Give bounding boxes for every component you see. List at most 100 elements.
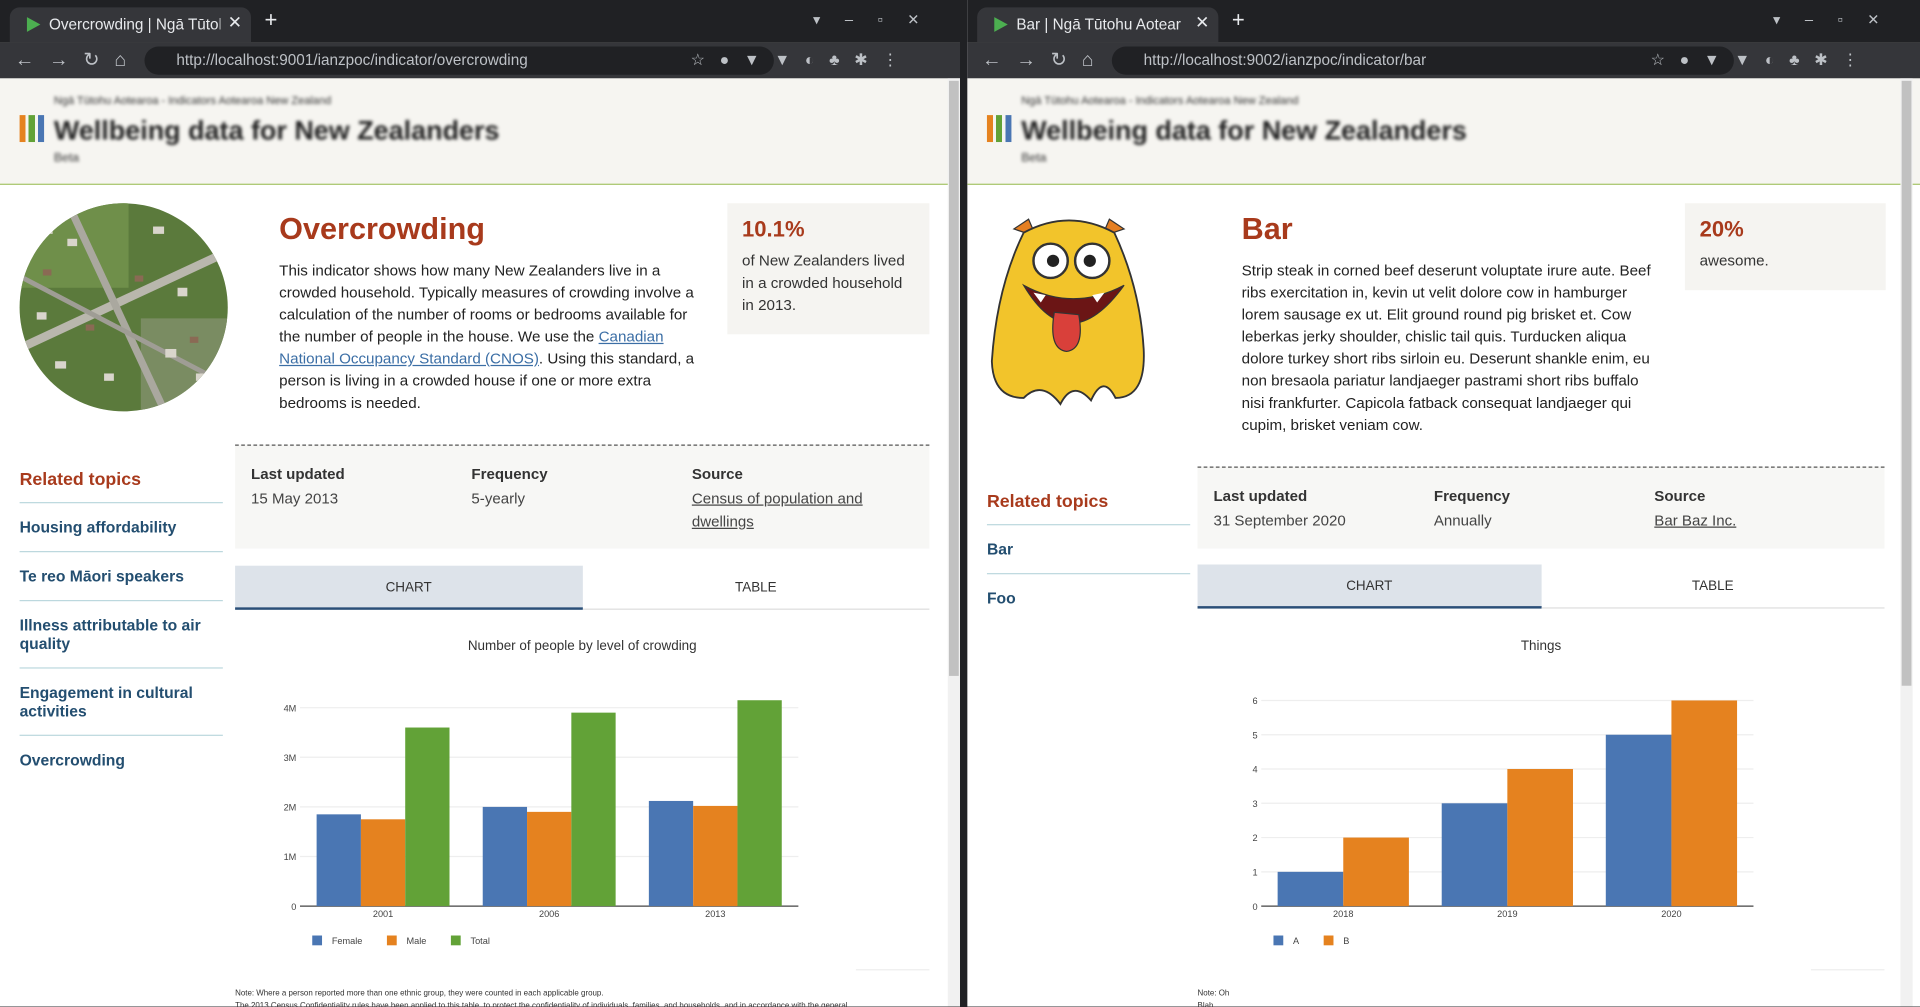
url-text: http://localhost:9002/ianzpoc/indicator/… [1143, 51, 1427, 69]
related-link[interactable]: Engagement in cultural activities [19, 667, 223, 734]
meta-label: Source [691, 465, 743, 483]
chart-note: Blah [1198, 1001, 1214, 1007]
new-tab[interactable]: + [1231, 7, 1245, 32]
url-field[interactable]: http://localhost:9001/ianzpoc/indicator/… [144, 46, 774, 75]
y-tick-label: 0 [291, 902, 296, 912]
site-title: Wellbeing data for New Zealanders [1021, 115, 1467, 146]
tab-title: Bar | Ngā Tūtohu Aotear [1016, 15, 1181, 34]
x-tick-label: 2013 [705, 909, 725, 919]
y-tick-label: 4 [1252, 765, 1257, 775]
meta-box: Last updated 31 September 2020 Frequency An… [1197, 466, 1885, 549]
site-header: Ngā Tūtohu Aotearoa - Indicators Aotearo… [0, 78, 961, 185]
chart-note: Note: Oh [1198, 989, 1230, 998]
bar [571, 712, 616, 907]
related-topics: Related topics Housing affordability Te re… [19, 465, 223, 784]
y-tick-label: 0 [1252, 902, 1257, 912]
description-text: This indicator shows how many New Zealan… [279, 262, 694, 346]
new-tab[interactable]: + [264, 7, 278, 32]
y-tick-label: 4M [284, 703, 297, 713]
meta-label: Frequency [471, 465, 548, 483]
scroll-thumb[interactable] [1901, 80, 1912, 686]
scrollbar [947, 78, 961, 1007]
scroll-thumb[interactable] [948, 80, 959, 676]
bar [1343, 837, 1409, 907]
y-tick-label: 3M [284, 753, 297, 763]
bar [737, 700, 782, 907]
related-link[interactable]: Overcrowding [19, 734, 223, 784]
meta-value[interactable]: Bar Baz Inc. [1654, 511, 1737, 529]
description-link[interactable]: Canadian National Occupancy Standard (CN… [279, 328, 664, 368]
tab-close[interactable]: ✕ [1195, 12, 1210, 32]
view-tab[interactable]: TABLE [1541, 564, 1885, 609]
tab-bar: Overcrowding | Ngā Tūtoh ✕ + ▾–▫✕ [0, 0, 961, 43]
browser-window: Overcrowding | Ngā Tūtoh ✕ + ▾–▫✕ ←→↻⌂ http:/… [0, 0, 961, 1007]
indicator-description: This indicator shows how many New Zealan… [279, 260, 695, 414]
window-controls[interactable]: ▾–▫✕ [813, 11, 945, 29]
meta-label: Source [1654, 487, 1706, 505]
nav-buttons[interactable]: ←→↻⌂ [14, 50, 141, 72]
related-link[interactable]: Housing affordability [19, 502, 223, 551]
related-link[interactable]: Bar [986, 524, 1191, 573]
window-controls[interactable]: ▾–▫✕ [1773, 11, 1905, 29]
y-tick-label: 6 [1252, 696, 1257, 706]
related-heading: Related topics [19, 470, 141, 490]
meta-item: Last updated 15 May 2013 [251, 465, 447, 510]
tab-title: Overcrowding | Ngā Tūtoh [48, 15, 221, 34]
site-subtitle: Ngā Tūtohu Aotearoa - Indicators Aotearo… [53, 94, 332, 107]
meta-item: Frequency Annually [1434, 487, 1630, 532]
y-tick-label: 2 [1252, 833, 1257, 843]
bar [1441, 803, 1508, 907]
indicator-title: Bar [1241, 211, 1293, 247]
address-bar: ←→↻⌂ http://localhost:9001/ianzpoc/indica… [0, 42, 961, 79]
beta-badge: Beta [1021, 151, 1047, 166]
meta-value[interactable]: Census of population and dwellings [691, 489, 863, 531]
legend-label: B [1343, 936, 1349, 946]
related-link[interactable]: Te reo Māori speakers [19, 551, 223, 600]
legend-swatch [1323, 935, 1334, 946]
site-subtitle: Ngā Tūtohu Aotearoa - Indicators Aotearo… [1021, 94, 1299, 107]
bar [405, 727, 450, 907]
tab-close[interactable]: ✕ [227, 12, 243, 32]
x-tick-label: 2019 [1497, 909, 1517, 919]
y-tick-label: 3 [1252, 799, 1257, 809]
browser-tab[interactable]: Overcrowding | Ngā Tūtoh ✕ [9, 7, 252, 43]
meta-item: Source Bar Baz Inc. [1654, 487, 1850, 532]
bar [648, 800, 694, 907]
bar [693, 805, 738, 907]
tab-bar: Bar | Ngā Tūtohu Aotear ✕ + ▾–▫✕ [967, 0, 1920, 43]
y-tick-label: 5 [1252, 730, 1257, 740]
meta-value: 5-yearly [471, 489, 526, 507]
stat-text: of New Zealanders lived in a crowded hou… [742, 252, 905, 314]
meta-item: Source Census of population and dwellings [692, 465, 888, 534]
x-tick-label: 2020 [1661, 909, 1681, 919]
stat-box: 10.1% of New Zealanders lived in a crowde… [727, 203, 930, 335]
bar [1507, 769, 1573, 907]
extensions[interactable]: ☆●▼▼◐♣✱⋮ [690, 50, 913, 69]
related-link[interactable]: Foo [986, 573, 1191, 622]
meta-value: 15 May 2013 [251, 489, 339, 507]
browser-tab[interactable]: Bar | Ngā Tūtohu Aotear ✕ [977, 7, 1219, 43]
chart-title: Number of people by level of crowding [468, 638, 697, 653]
stat-value: 20% [1699, 216, 1744, 242]
meta-box: Last updated 15 May 2013 Frequency 5-yearly… [235, 444, 930, 549]
bar [1671, 700, 1738, 907]
meta-label: Last updated [251, 465, 345, 483]
address-bar: ←→↻⌂ http://localhost:9002/ianzpoc/indica… [967, 42, 1920, 79]
bar [527, 811, 572, 907]
extensions[interactable]: ☆●▼▼◐♣✱⋮ [1650, 50, 1873, 69]
meta-item: Last updated 31 September 2020 [1213, 487, 1409, 532]
url-field[interactable]: http://localhost:9002/ianzpoc/indicator/… [1111, 46, 1734, 75]
legend-swatch [312, 935, 323, 946]
nav-buttons[interactable]: ←→↻⌂ [982, 50, 1109, 72]
view-tab[interactable]: CHART [235, 565, 583, 610]
legend-label: Male [407, 936, 427, 946]
view-tab[interactable]: CHART [1197, 564, 1542, 609]
view-tab[interactable]: TABLE [582, 566, 930, 610]
legend-swatch [386, 935, 397, 946]
chart-title: Things [1521, 638, 1562, 653]
url-text: http://localhost:9001/ianzpoc/indicator/… [176, 51, 528, 69]
y-tick-label: 1 [1252, 868, 1257, 878]
related-link[interactable]: Illness attributable to air quality [19, 600, 223, 667]
